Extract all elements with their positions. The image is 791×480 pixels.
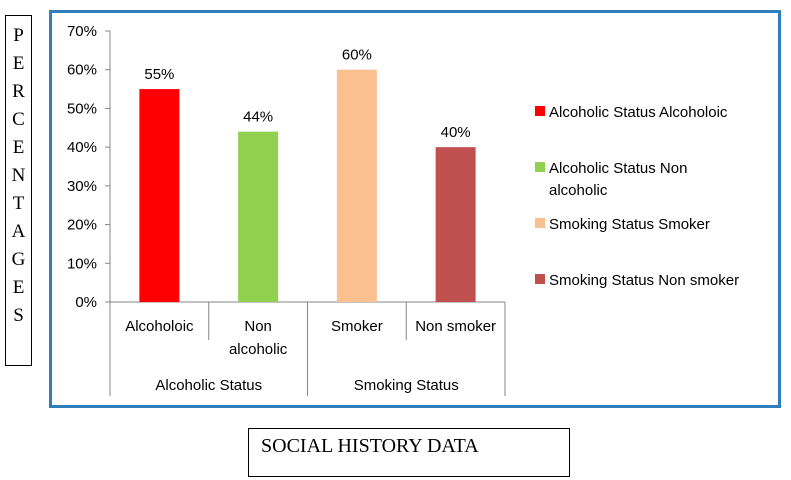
- legend-swatch: [535, 106, 545, 116]
- legend-label: Smoking Status Smoker: [549, 216, 710, 233]
- bar: [139, 89, 180, 302]
- x-category-label: Smoker: [331, 318, 383, 335]
- x-category-label: Non: [244, 318, 272, 335]
- y-tick-label: 70%: [67, 23, 97, 40]
- y-tick-label: 50%: [67, 100, 97, 117]
- bar-data-label: 44%: [243, 109, 273, 126]
- x-category-label: Alcoholoic: [125, 318, 194, 335]
- y-tick-label: 0%: [75, 294, 97, 311]
- chart-frame: [49, 10, 781, 408]
- x-category-label: alcoholic: [229, 341, 288, 358]
- y-axis-title-letter: T: [12, 193, 25, 214]
- chart-title: SOCIAL HISTORY DATA: [261, 435, 479, 457]
- chart-title-box: SOCIAL HISTORY DATA: [248, 428, 570, 477]
- legend-swatch: [535, 162, 545, 172]
- y-axis-title-letter: A: [11, 221, 26, 242]
- bar: [336, 69, 377, 302]
- bar-data-label: 60%: [342, 47, 372, 64]
- y-tick-label: 30%: [67, 178, 97, 195]
- bar: [238, 131, 279, 302]
- y-axis-title-letter: N: [11, 165, 26, 186]
- y-tick-label: 10%: [67, 255, 97, 272]
- legend-label: Alcoholic Status Non: [549, 160, 687, 177]
- y-axis-title-letter: E: [12, 53, 25, 74]
- legend-label: alcoholic: [549, 182, 608, 199]
- y-axis-title-letter: C: [12, 109, 25, 130]
- y-tick-label: 20%: [67, 217, 97, 234]
- y-axis-title-letter: E: [12, 277, 25, 298]
- legend-swatch: [535, 274, 545, 284]
- x-group-label: Alcoholic Status: [155, 377, 262, 394]
- legend-label: Smoking Status Non smoker: [549, 272, 739, 289]
- y-axis-title-letter: G: [11, 249, 26, 270]
- bar-data-label: 55%: [144, 66, 174, 83]
- y-axis-title-letter: E: [12, 137, 25, 158]
- y-tick-label: 60%: [67, 62, 97, 79]
- bar: [435, 147, 476, 302]
- y-axis-title-letter: S: [13, 305, 24, 326]
- x-group-label: Smoking Status: [354, 377, 459, 394]
- legend-swatch: [535, 218, 545, 228]
- y-axis-title-letter: P: [13, 25, 24, 46]
- legend-label: Alcoholic Status Alcoholoic: [549, 104, 728, 121]
- x-category-label: Non smoker: [415, 318, 496, 335]
- y-axis-title-letter: R: [12, 81, 25, 102]
- y-tick-label: 40%: [67, 139, 97, 156]
- bar-data-label: 40%: [441, 124, 471, 141]
